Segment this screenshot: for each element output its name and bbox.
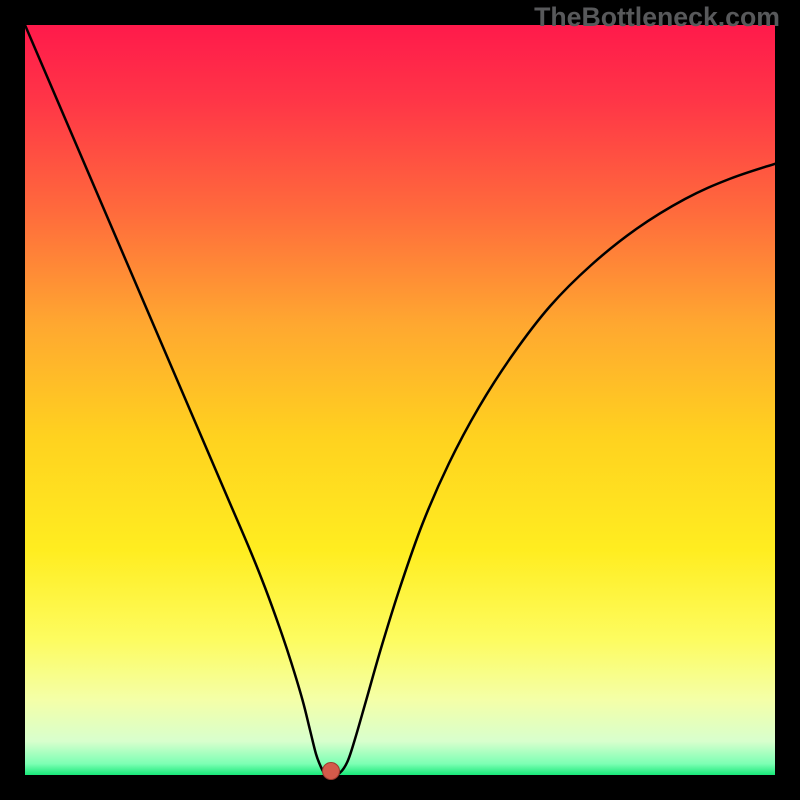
minimum-marker	[322, 762, 340, 780]
chart-frame: TheBottleneck.com	[0, 0, 800, 800]
gradient-background	[25, 25, 775, 775]
plot-area	[25, 25, 775, 775]
watermark-label: TheBottleneck.com	[534, 2, 780, 33]
bottleneck-curve	[25, 25, 775, 775]
curve-layer	[25, 25, 775, 775]
